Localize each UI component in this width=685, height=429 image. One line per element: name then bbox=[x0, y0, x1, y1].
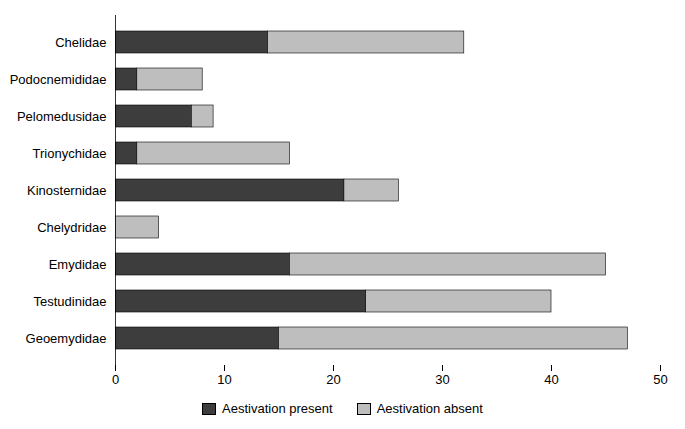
svg-text:0: 0 bbox=[112, 372, 119, 387]
svg-text:Testudinidae: Testudinidae bbox=[34, 294, 107, 309]
svg-text:10: 10 bbox=[217, 372, 231, 387]
svg-text:Emydidae: Emydidae bbox=[49, 257, 107, 272]
svg-text:Geoemydidae: Geoemydidae bbox=[26, 331, 107, 346]
svg-text:50: 50 bbox=[653, 372, 667, 387]
svg-text:Podocnemididae: Podocnemididae bbox=[10, 72, 107, 87]
svg-text:Pelomedusidae: Pelomedusidae bbox=[17, 109, 107, 124]
svg-text:Chelidae: Chelidae bbox=[55, 35, 106, 50]
html-text:Aestivation absent: Aestivation absent bbox=[376, 401, 483, 416]
svg-text:30: 30 bbox=[435, 372, 449, 387]
svg-text:Kinosternidae: Kinosternidae bbox=[27, 183, 107, 198]
svg-text:Chelydridae: Chelydridae bbox=[37, 220, 106, 235]
svg-text:20: 20 bbox=[326, 372, 340, 387]
svg-text:Trionychidae: Trionychidae bbox=[33, 146, 107, 161]
html-text:Aestivation present: Aestivation present bbox=[222, 401, 333, 416]
svg-text:40: 40 bbox=[544, 372, 558, 387]
